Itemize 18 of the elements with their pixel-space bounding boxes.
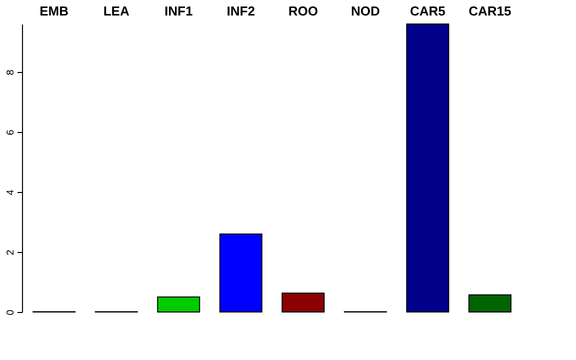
x-tick-label: INF1 — [164, 4, 193, 18]
x-tick-label: LEA — [103, 4, 130, 18]
y-tick-label: 4 — [6, 189, 16, 196]
bar — [219, 234, 262, 312]
bar — [468, 294, 512, 312]
bar — [406, 24, 450, 312]
x-tick-label: NOD — [350, 4, 380, 18]
x-tick-label: EMB — [40, 4, 69, 18]
x-tick-label: CAR5 — [410, 4, 446, 18]
y-tick-label: 8 — [6, 69, 16, 76]
x-tick-label: ROO — [288, 4, 318, 18]
y-tick-label: 6 — [6, 129, 16, 136]
bar — [157, 296, 200, 312]
x-tick-label: CAR15 — [468, 4, 512, 18]
y-tick-label: 2 — [6, 249, 16, 256]
y-tick-label: 0 — [6, 309, 16, 316]
bar — [282, 292, 325, 312]
x-tick-label: INF2 — [226, 4, 255, 18]
